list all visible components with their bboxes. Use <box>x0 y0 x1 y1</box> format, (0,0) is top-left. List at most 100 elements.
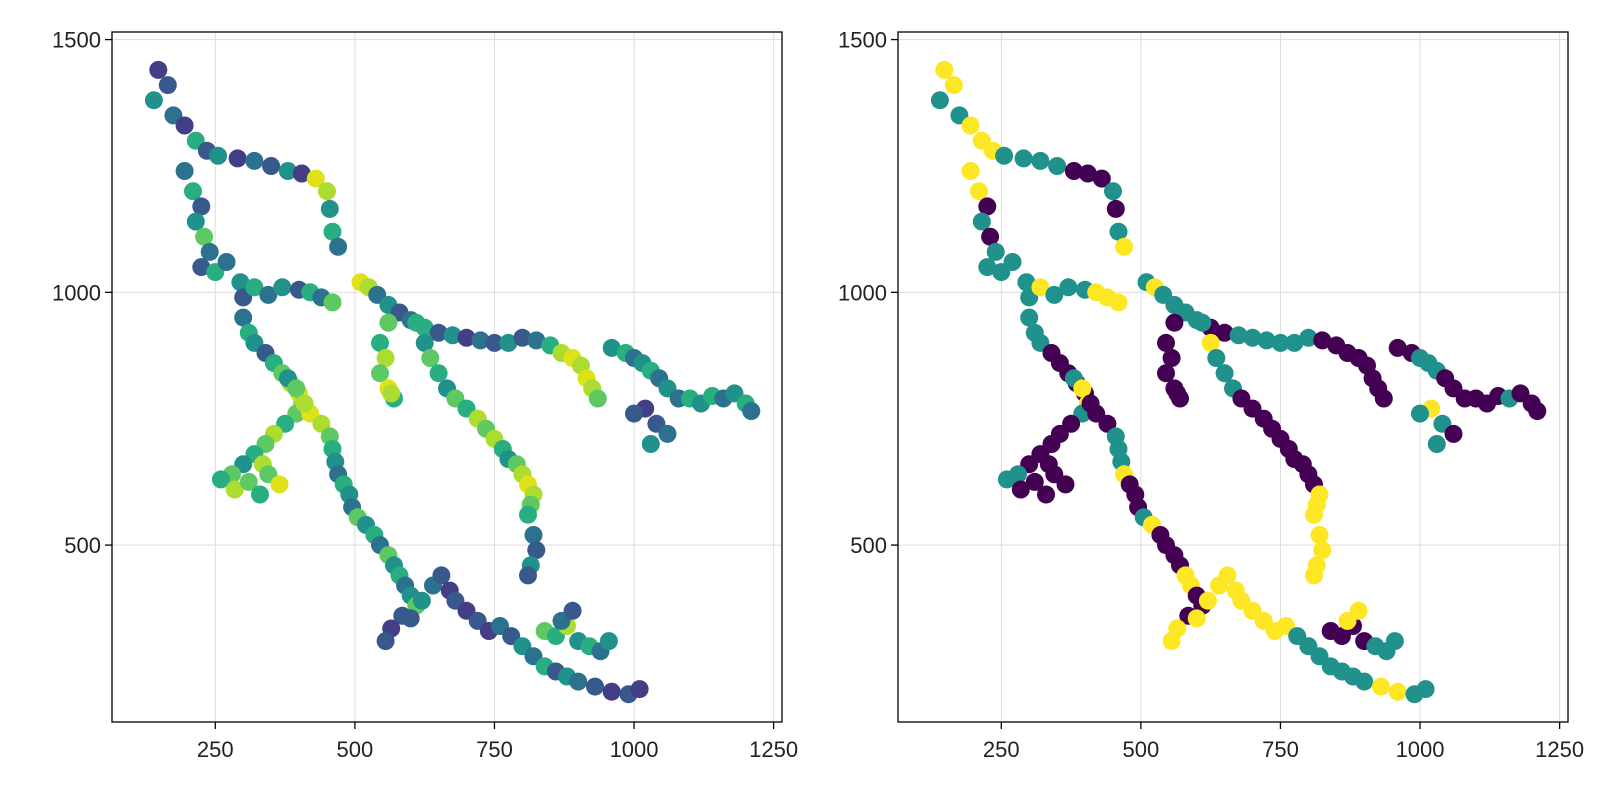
scatter-point <box>278 162 297 180</box>
scatter-point <box>382 384 401 403</box>
scatter-point <box>1349 601 1368 620</box>
scatter-point <box>1257 331 1276 350</box>
scatter-point <box>1157 333 1175 352</box>
scatter-point <box>1285 333 1304 352</box>
scatter-point <box>1313 541 1332 560</box>
scatter-point <box>1313 331 1332 350</box>
scatter-point <box>1025 472 1044 491</box>
scatter-point <box>630 680 649 699</box>
scatter-point <box>1427 435 1446 453</box>
scatter-point <box>1305 566 1323 585</box>
x-tick-label: 500 <box>1123 737 1160 762</box>
y-tick-label: 1500 <box>52 28 101 53</box>
scatter-point <box>421 349 440 367</box>
scatter-point <box>1355 672 1374 691</box>
left-scatter-panel: 250 500 750 1000 1250 500 1000 1500 <box>52 28 798 762</box>
scatter-point <box>144 91 163 110</box>
scatter-point <box>1106 199 1125 218</box>
scatter-point <box>970 182 988 201</box>
x-tick-label: 750 <box>1262 737 1299 762</box>
scatter-point <box>295 394 314 413</box>
axes-frame <box>111 31 783 723</box>
scatter-point <box>429 323 448 342</box>
scatter-point <box>1064 162 1083 180</box>
scatter-point <box>1059 278 1078 297</box>
scatter-point <box>569 672 588 691</box>
scatter-point <box>658 424 677 443</box>
scatter-point <box>981 227 1000 246</box>
scatter-point <box>273 278 292 297</box>
scatter-point <box>1193 313 1212 332</box>
scatter-point <box>1045 285 1064 304</box>
scatter-point <box>641 435 660 453</box>
scatter-point <box>1372 677 1390 696</box>
scatter-point <box>519 505 537 524</box>
scatter-point <box>1201 333 1220 352</box>
scatter-point <box>401 609 420 628</box>
scatter-point <box>175 162 194 180</box>
scatter-point <box>1073 379 1092 398</box>
scatter-point <box>186 212 205 231</box>
scatter-point <box>997 470 1016 489</box>
scatter-point <box>1385 632 1404 651</box>
axes-frame <box>897 31 1569 723</box>
scatter-point <box>306 169 325 188</box>
x-tick-label: 1000 <box>610 737 659 762</box>
scatter-point <box>1104 182 1122 201</box>
scatter-point <box>995 146 1014 165</box>
scatter-point <box>599 632 618 651</box>
scatter-point <box>588 389 607 408</box>
y-tick-label: 500 <box>850 533 887 558</box>
y-tick-label: 1000 <box>52 280 101 305</box>
scatter-point <box>270 475 289 494</box>
scatter-point <box>443 326 462 345</box>
scatter-point <box>217 253 236 271</box>
scatter-point <box>944 76 963 95</box>
scatter-point <box>376 632 395 651</box>
scatter-point <box>192 258 211 277</box>
scatter-point <box>1056 475 1075 494</box>
scatter-point <box>1157 364 1175 383</box>
scatter-point <box>1031 151 1050 170</box>
x-tick-label: 750 <box>476 737 513 762</box>
scatter-point <box>1162 632 1181 651</box>
scatter-point <box>195 227 214 246</box>
scatter-point <box>485 333 504 352</box>
scatter-point <box>231 273 250 292</box>
scatter-points <box>930 60 1547 704</box>
scatter-point <box>379 313 398 332</box>
scatter-point <box>978 197 997 216</box>
x-tick-label: 1250 <box>749 737 798 762</box>
scatter-point <box>1031 278 1050 297</box>
scatter-point <box>1198 591 1217 610</box>
scatter-point <box>457 328 476 347</box>
scatter-point <box>200 242 219 261</box>
scatter-point <box>239 472 258 491</box>
y-tick-label: 1500 <box>838 28 887 53</box>
scatter-point <box>1207 349 1226 367</box>
scatter-point <box>1168 384 1187 403</box>
scatter-point <box>209 146 228 165</box>
scatter-point <box>225 480 244 499</box>
scatter-point <box>1305 505 1323 524</box>
scatter-point <box>527 331 546 350</box>
scatter-point <box>978 258 997 277</box>
scatter-point <box>1299 328 1318 347</box>
scatter-point <box>192 197 211 216</box>
scatter-point <box>1165 313 1184 332</box>
scatter-point <box>1388 682 1407 701</box>
scatter-point <box>371 364 389 383</box>
scatter-point <box>158 76 177 95</box>
scatter-point <box>429 364 448 383</box>
scatter-point <box>1374 389 1393 408</box>
scatter-point <box>1037 485 1055 504</box>
scatter-point <box>1411 404 1429 423</box>
scatter-point <box>1081 394 1100 413</box>
scatter-point <box>471 331 490 350</box>
scatter-point <box>376 349 395 367</box>
scatter-point <box>742 402 761 421</box>
scatter-point <box>259 285 278 304</box>
scatter-point <box>563 601 582 620</box>
scatter-point <box>320 199 339 218</box>
scatter-point <box>251 485 269 504</box>
